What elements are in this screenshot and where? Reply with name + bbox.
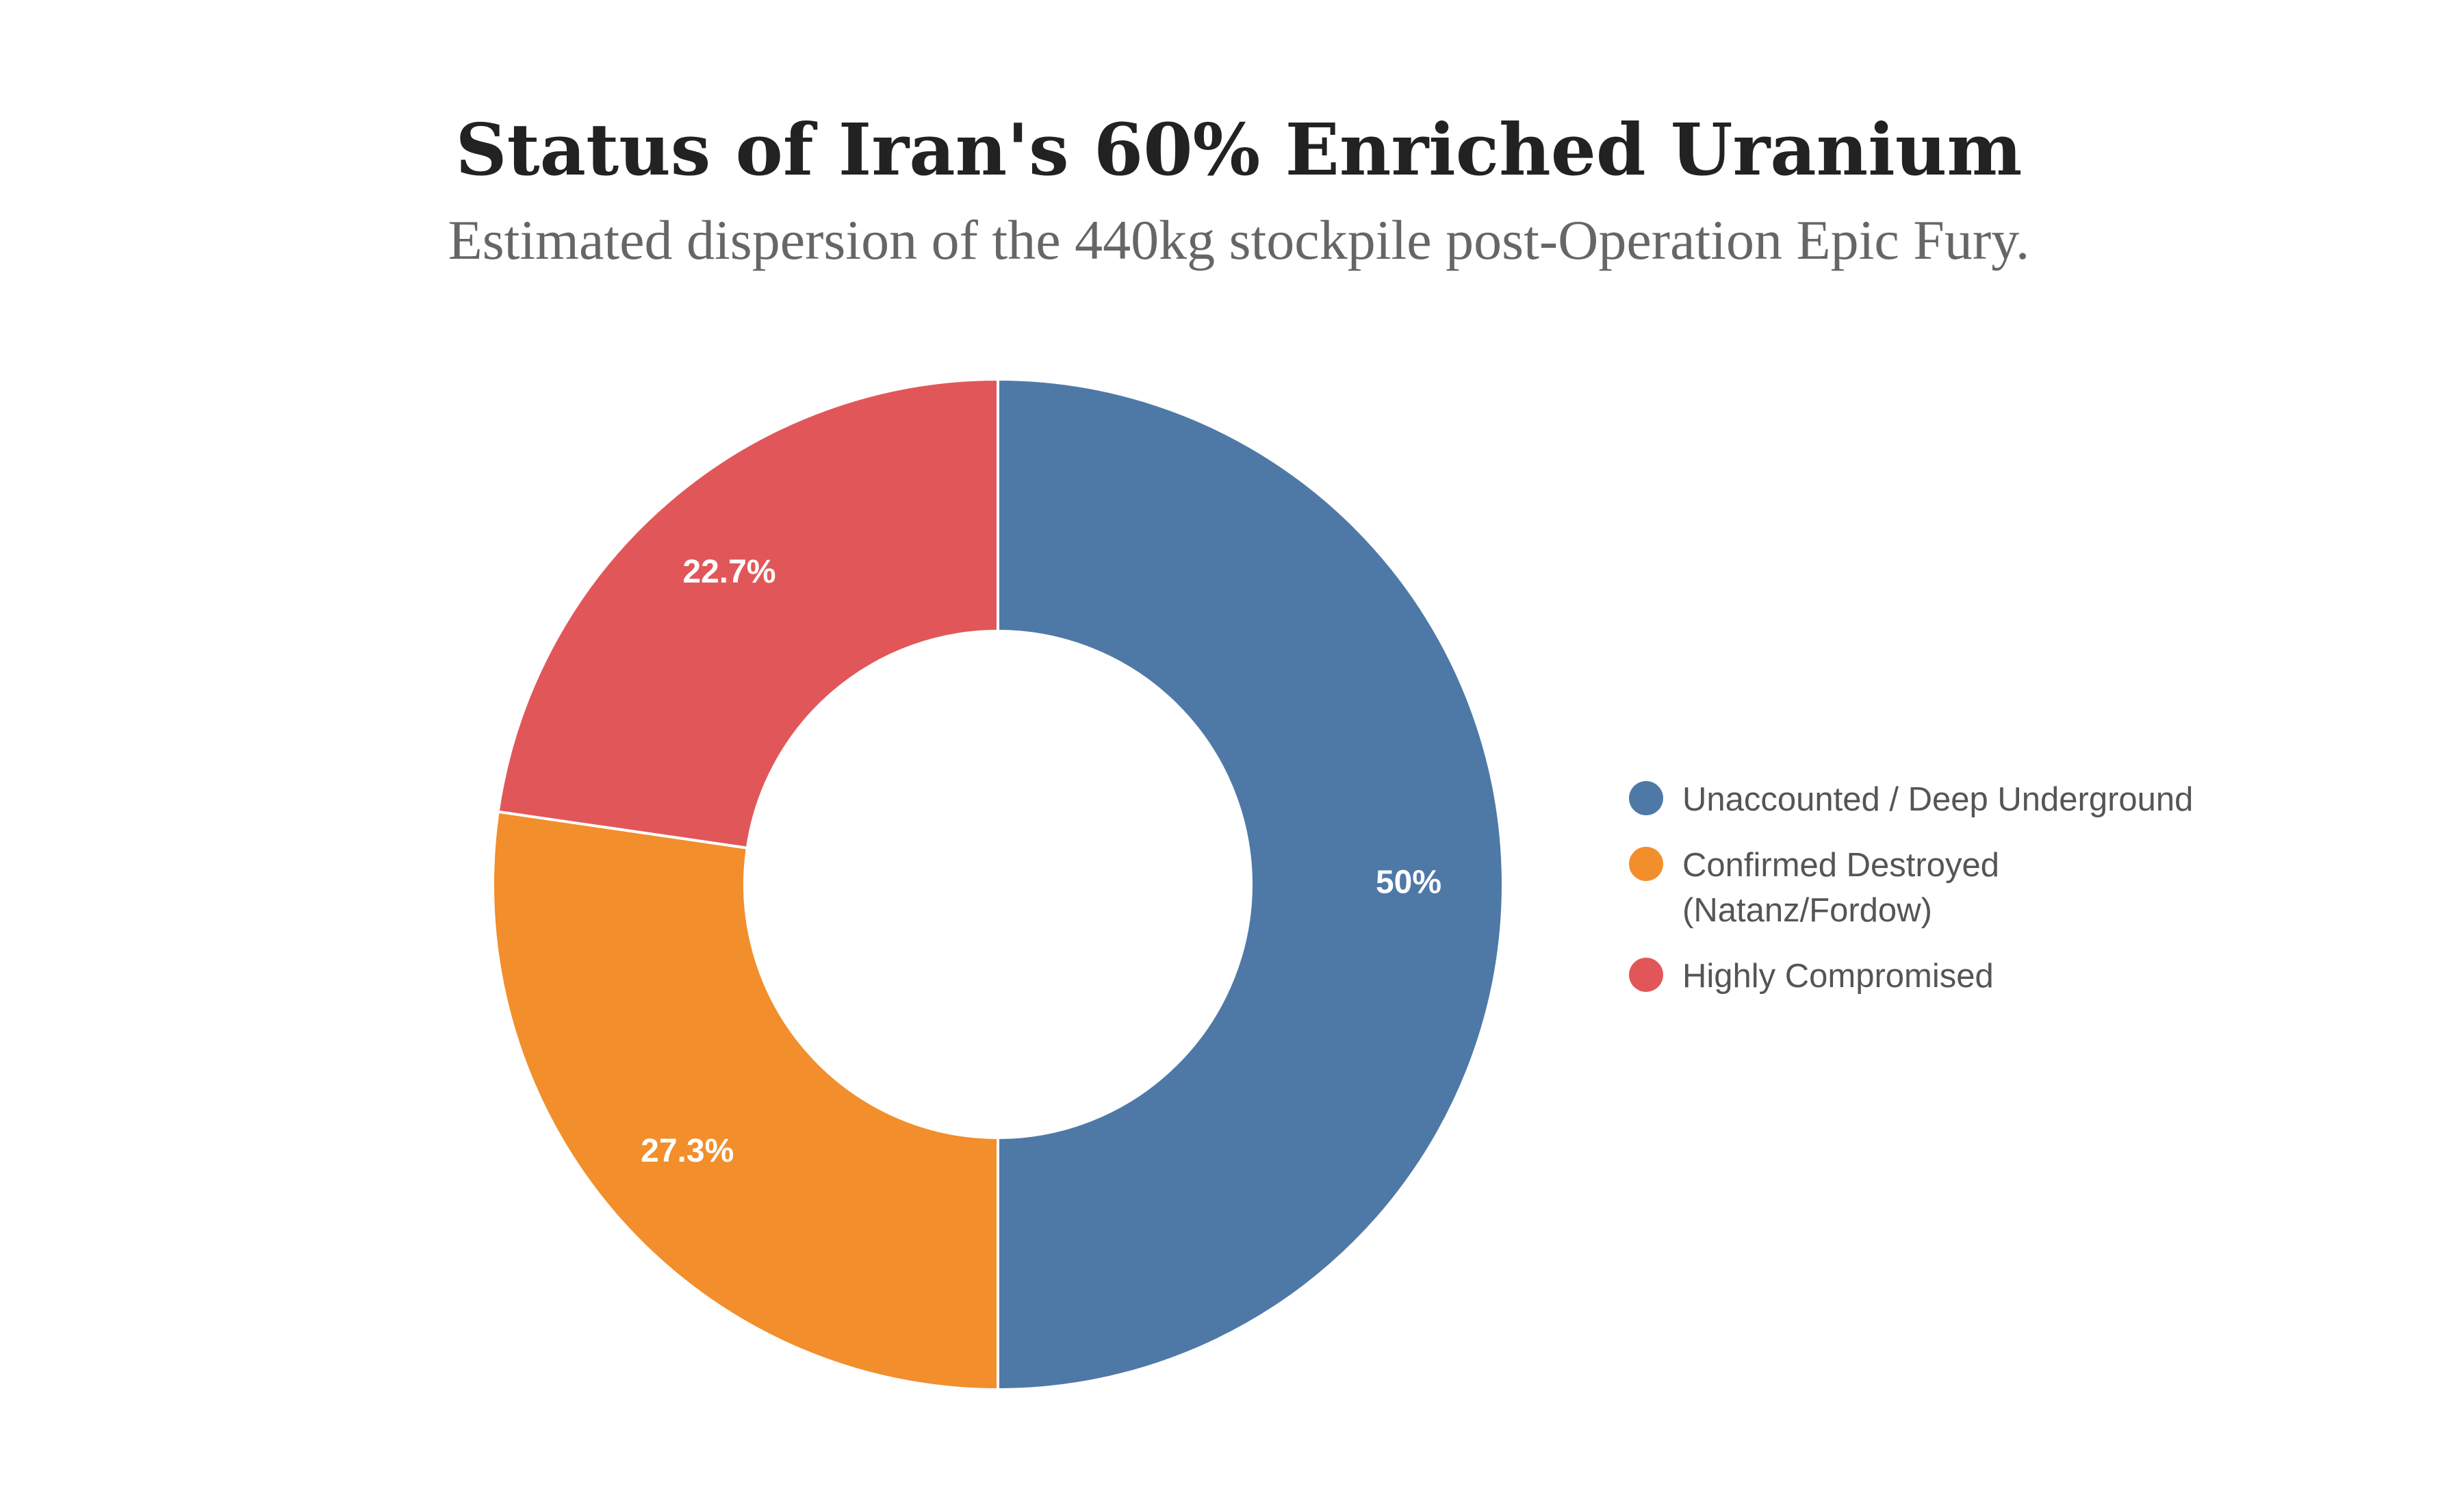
legend-item: Highly Compromised [1629,954,2245,999]
legend-swatch [1629,958,1663,992]
legend-label: Unaccounted / Deep Underground [1682,781,2194,818]
legend: Unaccounted / Deep Underground Confirmed … [1629,777,2245,1019]
legend-swatch [1629,781,1663,815]
value-label: 22.7% [682,554,775,590]
donut-slice [491,810,999,1392]
legend-item: Unaccounted / Deep Underground [1629,777,2245,822]
legend-item: Confirmed Destroyed (Natanz/Fordow) [1629,843,2245,933]
donut-slice [997,377,1504,1392]
legend-label: Confirmed Destroyed (Natanz/Fordow) [1682,847,1999,929]
value-label: 50% [1376,865,1441,901]
legend-label: Highly Compromised [1682,958,1994,995]
donut-slice [496,377,999,850]
chart-subtitle: Estimated dispersion of the 440kg stockp… [448,209,2030,271]
value-label: 27.3% [641,1133,734,1169]
legend-swatch [1629,847,1663,881]
chart-title: Status of Iran's 60% Enriched Uranium [456,107,2023,192]
